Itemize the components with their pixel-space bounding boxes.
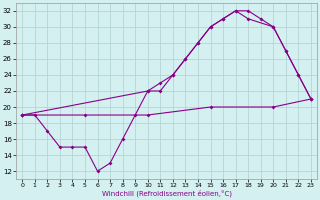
X-axis label: Windchill (Refroidissement éolien,°C): Windchill (Refroidissement éolien,°C) (101, 190, 232, 197)
